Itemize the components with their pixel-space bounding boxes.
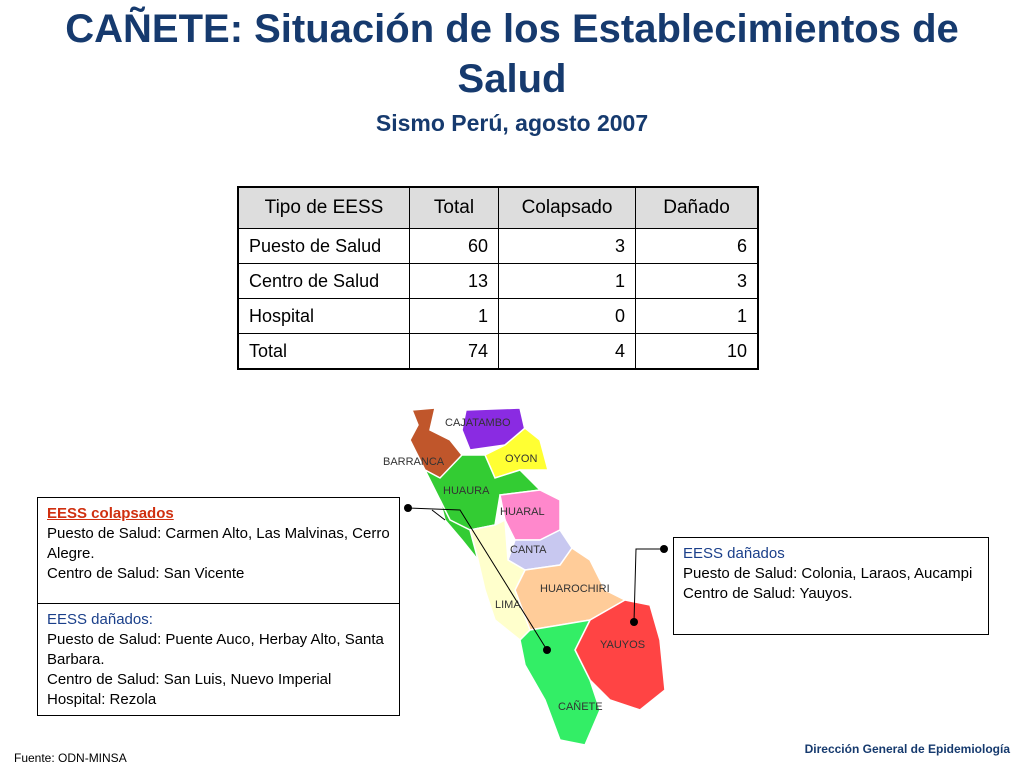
map-label: HUAURA xyxy=(443,485,490,497)
box-line: Centro de Salud: San Vicente xyxy=(47,565,245,582)
cell: Total xyxy=(237,333,410,370)
cell: 1 xyxy=(409,298,499,334)
box-line: Puesto de Salud: Colonia, Laraos, Aucamp… xyxy=(683,565,973,582)
cell: 10 xyxy=(635,333,759,370)
map-label: CANTA xyxy=(510,544,547,556)
box-heading: EESS colapsados xyxy=(47,505,174,522)
col-header: Tipo de EESS xyxy=(237,186,410,229)
callout-dot xyxy=(630,618,638,626)
callout-dot xyxy=(404,504,412,512)
box-line: Centro de Salud: San Luis, Nuevo Imperia… xyxy=(47,671,332,688)
map-label: HUAROCHIRI xyxy=(540,583,610,595)
map-label: YAUYOS xyxy=(600,639,645,651)
map-label: OYON xyxy=(505,453,537,465)
title: CAÑETE: Situación de los Establecimiento… xyxy=(65,7,959,101)
box-line: Puesto de Salud: Carmen Alto, Las Malvin… xyxy=(47,525,390,562)
col-header: Dañado xyxy=(635,186,759,229)
map-label: CAÑETE xyxy=(558,700,603,713)
row: Total 74 4 10 xyxy=(237,333,759,370)
box-line: Puesto de Salud: Puente Auco, Herbay Alt… xyxy=(47,631,384,668)
cell: 4 xyxy=(498,333,636,370)
box-line: Hospital: Rezola xyxy=(47,691,157,708)
header-row: Tipo de EESS Total Colapsado Dañado xyxy=(237,186,759,229)
callout-line xyxy=(431,509,446,521)
cell: Centro de Salud xyxy=(237,263,410,299)
callout-line xyxy=(407,507,548,651)
map-label: BARRANCA xyxy=(383,456,445,468)
callout-dot xyxy=(543,646,551,654)
callout-box: EESS dañados Puesto de Salud: Colonia, La… xyxy=(673,537,989,635)
cell: 1 xyxy=(635,298,759,334)
box-line: Centro de Salud: Yauyos. xyxy=(683,585,853,602)
cell: 0 xyxy=(498,298,636,334)
callout-box: EESS dañados: Puesto de Salud: Puente Auc… xyxy=(37,603,400,716)
table: Tipo de EESS Total Colapsado Dañado Pues… xyxy=(237,186,759,370)
region xyxy=(519,619,601,746)
cell: 1 xyxy=(498,263,636,299)
subtitle: Sismo Perú, agosto 2007 xyxy=(375,110,649,136)
row: Puesto de Salud 60 3 6 xyxy=(237,228,759,264)
map-label: CAJATAMBO xyxy=(445,417,511,429)
cell: 74 xyxy=(409,333,499,370)
map-label: HUARAL xyxy=(500,506,545,518)
callout-dot xyxy=(660,545,668,553)
source: Fuente: ODN-MINSA xyxy=(14,751,127,765)
box-heading: EESS dañados: xyxy=(47,611,153,628)
org: Dirección General de Epidemiología xyxy=(804,742,1010,756)
cell: 3 xyxy=(635,263,759,299)
row: Hospital 1 0 1 xyxy=(237,298,759,334)
box-heading: EESS dañados xyxy=(683,545,785,562)
col-header: Colapsado xyxy=(498,186,636,229)
cell: 60 xyxy=(409,228,499,264)
callout-box: EESS colapsados Puesto de Salud: Carmen A… xyxy=(37,497,400,604)
map-label: LIMA xyxy=(495,599,521,611)
cell: Hospital xyxy=(237,298,410,334)
callout-line xyxy=(633,548,664,623)
